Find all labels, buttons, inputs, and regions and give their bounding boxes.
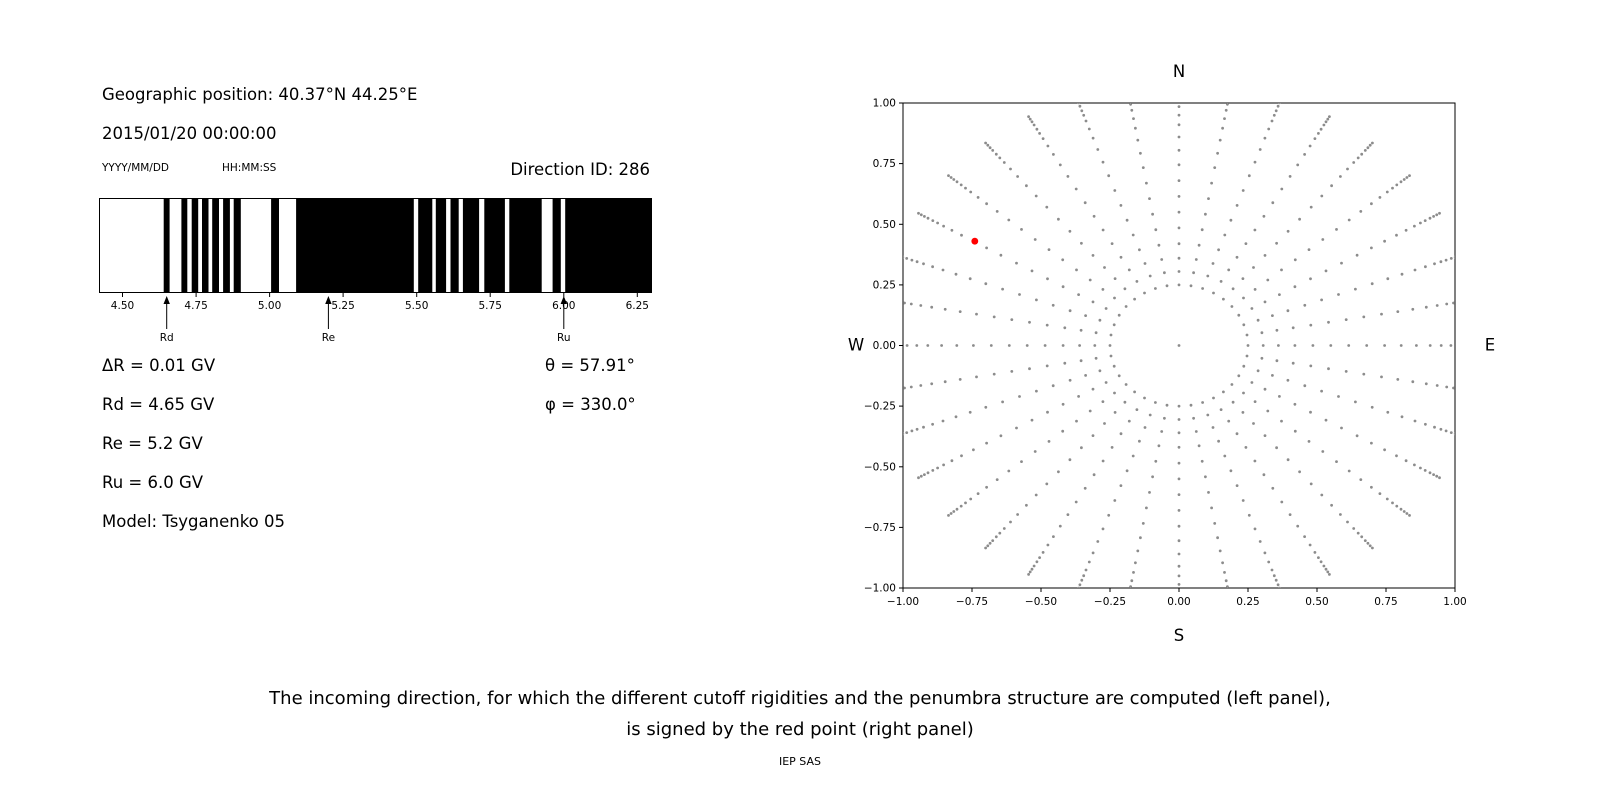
date-format-label: YYYY/MM/DD <box>102 162 170 174</box>
param-phi: φ = 330.0° <box>545 395 636 414</box>
svg-text:0.00: 0.00 <box>1167 596 1190 608</box>
svg-text:0.25: 0.25 <box>1236 596 1259 608</box>
caption-line-1: The incoming direction, for which the di… <box>269 688 1331 709</box>
svg-text:−1.00: −1.00 <box>887 596 919 608</box>
svg-text:N: N <box>1173 62 1185 81</box>
caption-line-2: is signed by the red point (right panel) <box>626 719 974 740</box>
svg-text:−0.75: −0.75 <box>864 522 896 534</box>
svg-text:E: E <box>1485 336 1495 355</box>
svg-text:4.75: 4.75 <box>184 300 207 312</box>
svg-text:0.50: 0.50 <box>873 219 896 231</box>
svg-text:4.50: 4.50 <box>111 300 134 312</box>
param-model: Model: Tsyganenko 05 <box>102 512 286 531</box>
param-re: Re = 5.2 GV <box>102 434 203 453</box>
svg-text:W: W <box>848 336 864 355</box>
datetime-value: 2015/01/20 00:00:00 <box>102 124 277 143</box>
svg-text:5.25: 5.25 <box>331 300 354 312</box>
svg-text:1.00: 1.00 <box>873 98 896 110</box>
svg-text:0.25: 0.25 <box>873 279 896 291</box>
param-rd: Rd = 4.65 GV <box>102 395 215 414</box>
param-ru: Ru = 6.0 GV <box>102 473 204 492</box>
svg-text:0.50: 0.50 <box>1305 596 1328 608</box>
svg-text:−0.50: −0.50 <box>1025 596 1057 608</box>
svg-text:Ru: Ru <box>557 332 570 344</box>
geographic-position: Geographic position: 40.37°N 44.25°E <box>102 85 418 104</box>
svg-text:5.50: 5.50 <box>405 300 428 312</box>
svg-text:0.00: 0.00 <box>873 340 896 352</box>
credit-label: IEP SAS <box>778 755 822 768</box>
svg-text:−0.25: −0.25 <box>864 401 896 413</box>
direction-chart: −1.00 −0.75 −0.50 −0.25 0.00 0.25 0.50 0.75 1.00… <box>848 62 1495 645</box>
svg-text:5.75: 5.75 <box>479 300 502 312</box>
svg-text:S: S <box>1174 626 1184 645</box>
svg-text:−0.75: −0.75 <box>956 596 988 608</box>
svg-text:0.75: 0.75 <box>1374 596 1397 608</box>
svg-text:Re: Re <box>322 332 335 344</box>
direction-id-label: Direction ID: 286 <box>510 160 650 179</box>
param-delta-r: ΔR = 0.01 GV <box>102 356 216 375</box>
svg-text:−0.25: −0.25 <box>1094 596 1126 608</box>
svg-text:6.25: 6.25 <box>626 300 649 312</box>
svg-text:Rd: Rd <box>160 332 174 344</box>
svg-text:0.75: 0.75 <box>873 158 896 170</box>
svg-text:−1.00: −1.00 <box>864 583 896 595</box>
param-theta: θ = 57.91° <box>545 356 635 375</box>
svg-text:5.00: 5.00 <box>258 300 281 312</box>
time-format-label: HH:MM:SS <box>222 162 277 174</box>
svg-text:1.00: 1.00 <box>1443 596 1466 608</box>
svg-text:−0.50: −0.50 <box>864 461 896 473</box>
